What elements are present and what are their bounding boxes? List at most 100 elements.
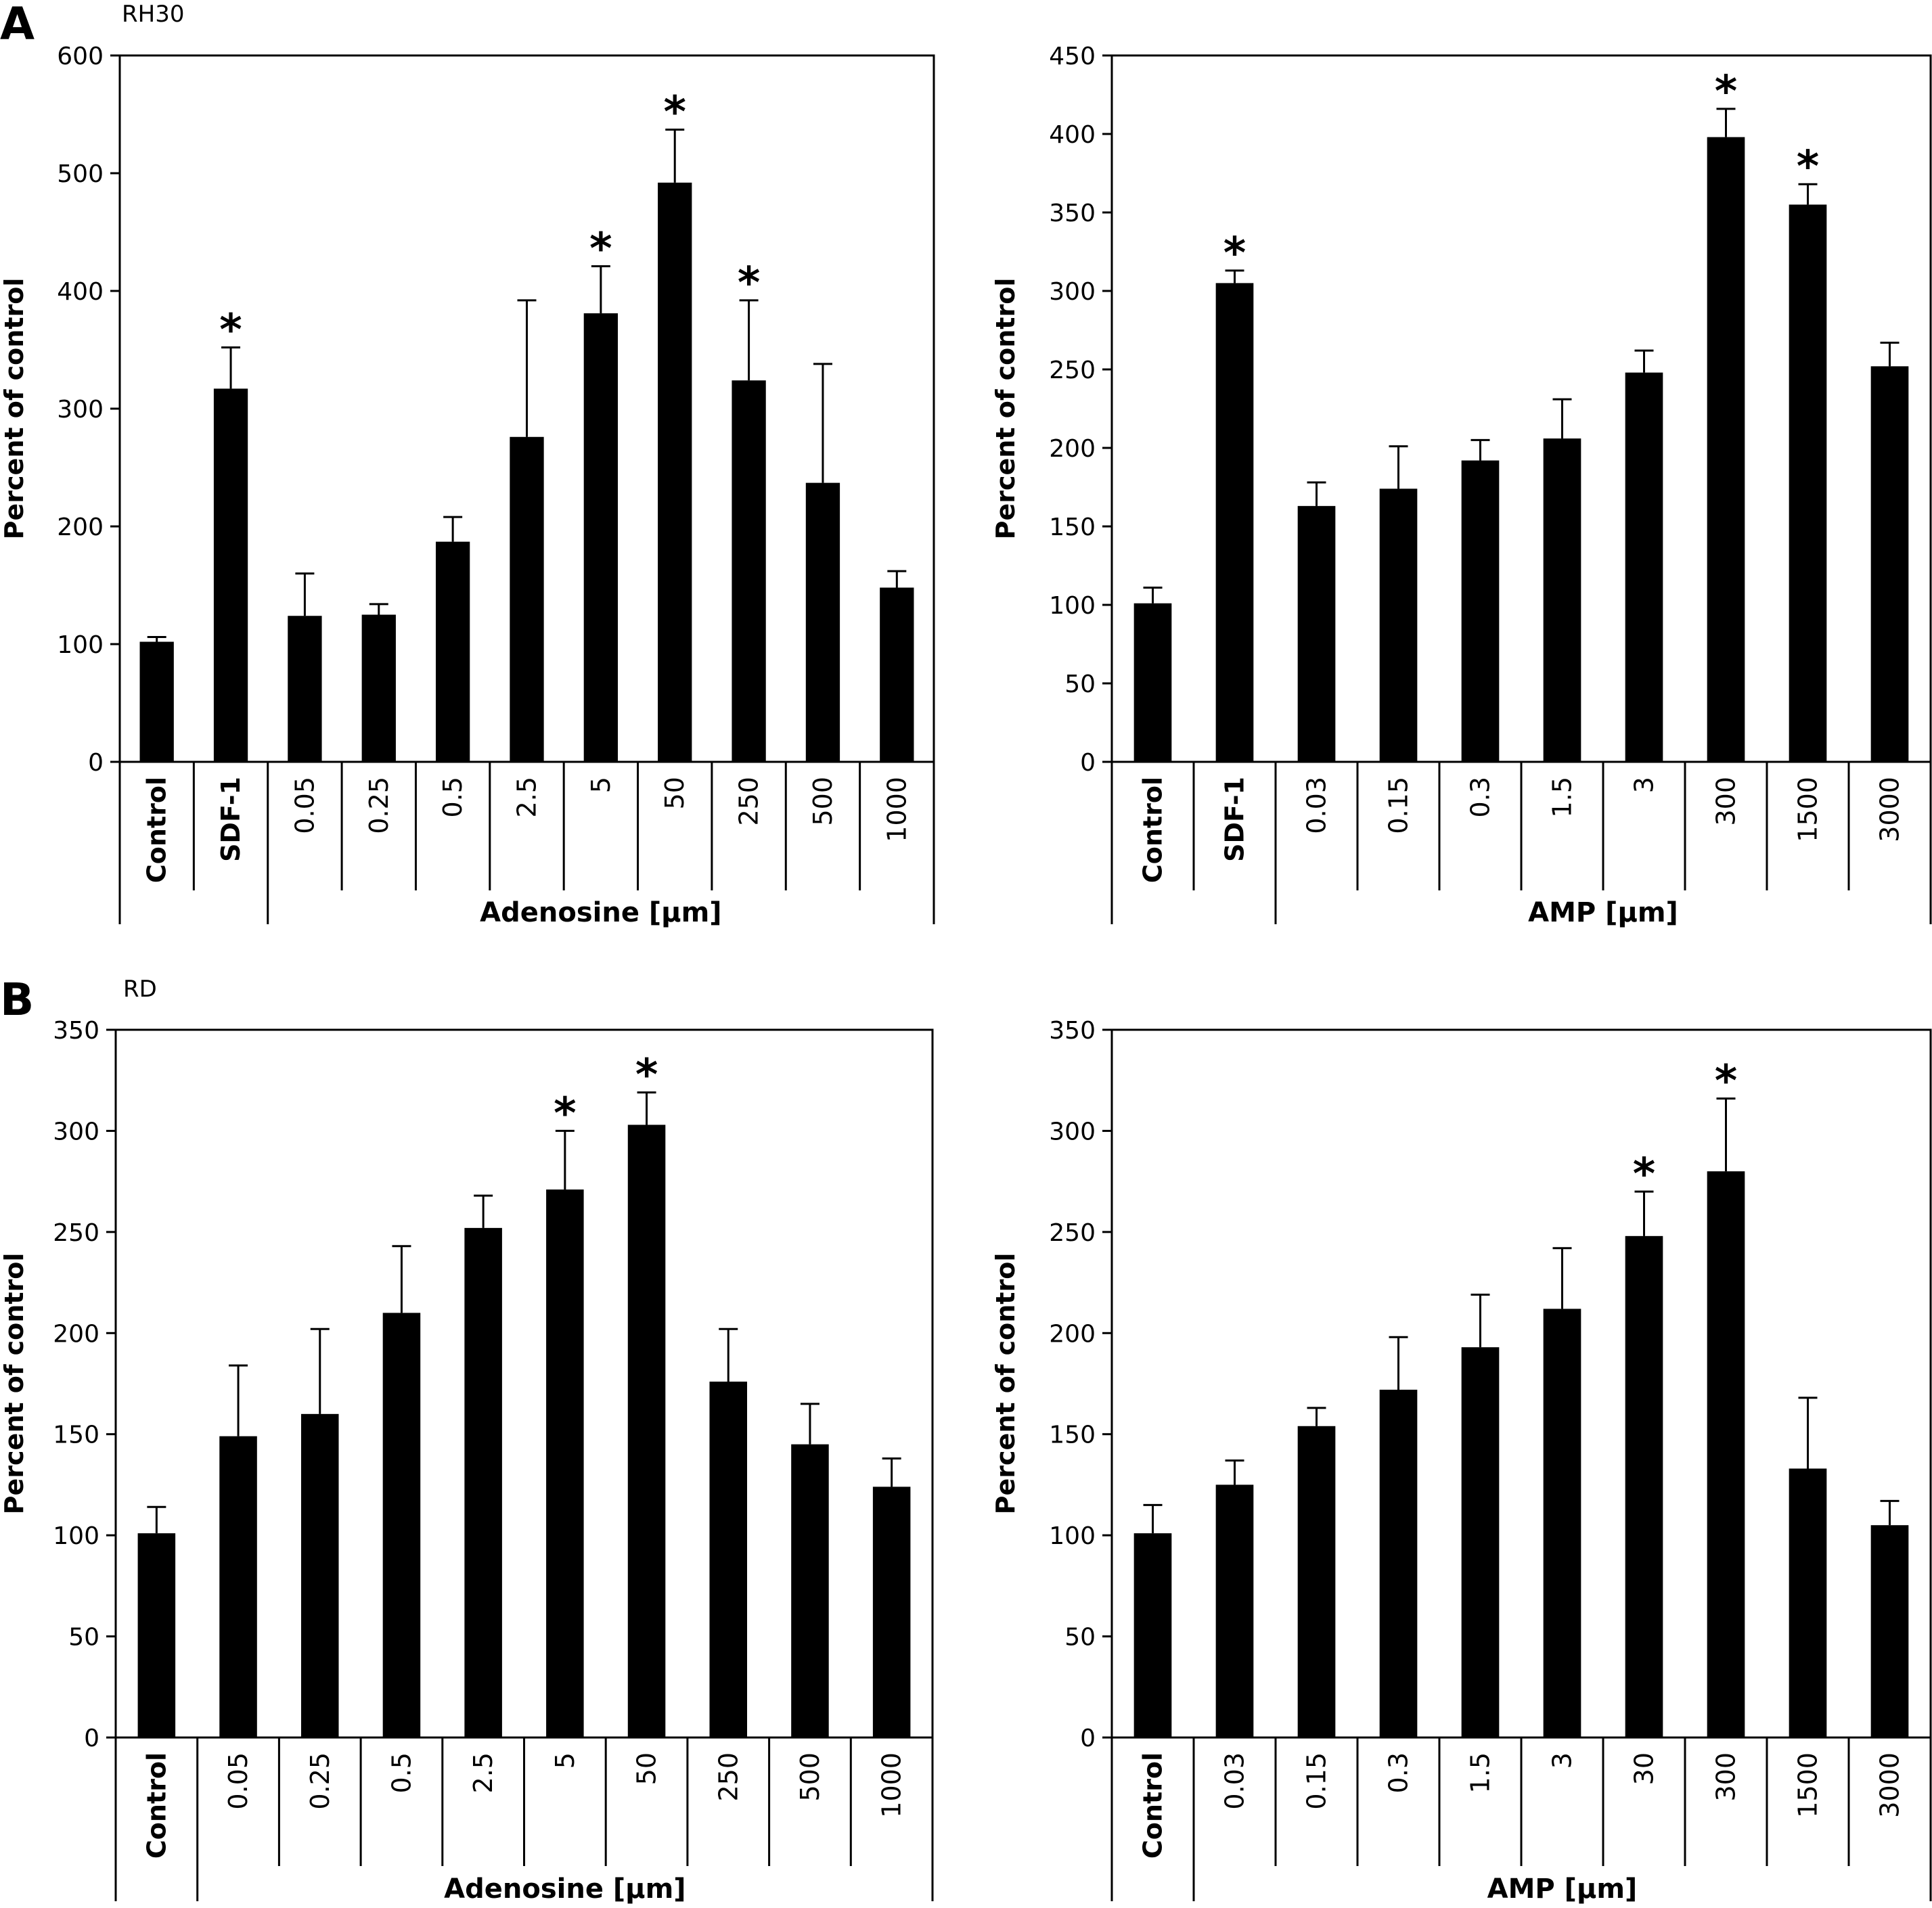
category-label: 300	[1711, 1752, 1741, 1802]
category-label: 5	[586, 777, 616, 793]
y-tick-label: 300	[1049, 278, 1096, 306]
y-tick-label: 100	[53, 1522, 99, 1550]
bar	[300, 1413, 339, 1737]
y-tick-label: 350	[1049, 1017, 1096, 1045]
significance-marker: *	[635, 1051, 658, 1101]
category-label: 2.5	[468, 1752, 498, 1793]
y-axis-label: Percent of control	[0, 1253, 29, 1515]
category-label: 5	[550, 1752, 580, 1769]
group-label: Adenosine [µm]	[480, 897, 721, 928]
category-label: 0.5	[438, 777, 468, 817]
sample-label-b: RD	[123, 976, 157, 1003]
bar	[1625, 372, 1663, 762]
bar	[627, 1125, 666, 1737]
bar	[1625, 1235, 1663, 1737]
bar	[1215, 283, 1254, 762]
y-tick-label: 250	[1049, 1219, 1096, 1247]
bar	[1133, 603, 1172, 762]
chart-rd-adenosine: 0 50 100 150 200 250 300 350 Percent of control C…	[0, 1017, 934, 1905]
category-label: 0.03	[1220, 1752, 1250, 1810]
y-tick-label: 100	[1049, 1522, 1096, 1550]
chart-rh30-amp: 0 50 100 150 200 250 300 350 400 450 Percent of co…	[991, 43, 1932, 928]
category-label: 0.5	[386, 1752, 416, 1793]
y-tick-label: 200	[57, 514, 104, 541]
y-axis-label: Percent of control	[991, 278, 1020, 540]
category-label: 3	[1548, 1752, 1577, 1769]
significance-marker: *	[1797, 142, 1819, 192]
y-tick-label: 300	[53, 1118, 99, 1145]
bar	[1461, 460, 1500, 762]
category-label: 1.5	[1548, 777, 1577, 817]
category-label: 0.05	[223, 1752, 253, 1810]
category-label: Control	[141, 1752, 171, 1859]
significance-marker: *	[738, 258, 760, 309]
significance-marker: *	[1633, 1150, 1655, 1200]
significance-marker: *	[219, 306, 242, 356]
category-label: 500	[795, 1752, 825, 1802]
bar	[791, 1444, 829, 1737]
bar	[880, 587, 914, 762]
category-label: Control	[142, 777, 172, 883]
y-tick-label: 0	[1080, 1725, 1096, 1752]
bar	[1461, 1347, 1500, 1737]
y-tick-label: 200	[53, 1320, 99, 1348]
y-tick-label: 50	[1064, 1624, 1096, 1652]
bar	[732, 380, 766, 762]
significance-marker: *	[663, 88, 686, 138]
y-tick-label: 600	[57, 43, 104, 70]
significance-marker: *	[1715, 67, 1737, 117]
category-label: 0.25	[364, 777, 394, 834]
category-label: SDF-1	[216, 777, 246, 862]
bar	[872, 1486, 911, 1737]
bar	[1379, 1389, 1418, 1737]
category-label: 1500	[1793, 777, 1823, 842]
chart-rh30-adenosine: 0 100 200 300 400 500 600 Percent of control Con…	[0, 43, 935, 928]
y-tick-label: 50	[68, 1624, 99, 1652]
bar	[1789, 204, 1827, 762]
y-tick-label: 0	[88, 749, 104, 777]
y-tick-label: 200	[1049, 1320, 1096, 1348]
y-tick-label: 300	[1049, 1118, 1096, 1145]
category-label: 1500	[1793, 1752, 1823, 1818]
significance-marker: *	[554, 1089, 576, 1139]
bar	[658, 182, 692, 762]
bar	[382, 1313, 421, 1737]
y-tick-label: 450	[1049, 43, 1096, 70]
significance-marker: *	[1715, 1057, 1737, 1107]
bar	[1543, 1309, 1581, 1737]
y-tick-label: 250	[1049, 357, 1096, 384]
category-label: 1.5	[1466, 1752, 1496, 1793]
y-tick-label: 400	[57, 278, 104, 306]
category-label: SDF-1	[1220, 777, 1250, 862]
bar	[139, 641, 174, 762]
significance-marker: *	[589, 224, 612, 274]
category-label: 250	[734, 777, 764, 826]
panel-label-b: B	[0, 974, 34, 1026]
bar	[510, 436, 544, 762]
category-label: Control	[1138, 1752, 1168, 1859]
category-label: 0.3	[1384, 1752, 1414, 1793]
category-label: 250	[713, 1752, 743, 1802]
category-label: 1000	[882, 777, 912, 842]
category-label: 0.03	[1302, 777, 1332, 834]
bar	[1789, 1468, 1827, 1737]
category-label: 300	[1711, 777, 1741, 826]
category-label: Control	[1138, 777, 1168, 883]
y-tick-label: 150	[1049, 514, 1096, 541]
bar	[288, 616, 322, 762]
sample-label-a: RH30	[122, 1, 184, 28]
y-tick-label: 50	[1064, 671, 1096, 698]
y-tick-label: 100	[1049, 592, 1096, 620]
category-label: 1000	[877, 1752, 907, 1818]
y-tick-label: 350	[1049, 200, 1096, 227]
y-tick-label: 0	[84, 1725, 99, 1752]
bar	[1379, 489, 1418, 762]
y-tick-label: 500	[57, 160, 104, 188]
category-label: 0.15	[1302, 1752, 1332, 1810]
y-tick-label: 200	[1049, 435, 1096, 463]
category-label: 0.05	[290, 777, 319, 834]
group-label: Adenosine [µm]	[444, 1873, 686, 1905]
category-label: 500	[808, 777, 838, 826]
category-label: 50	[632, 1752, 662, 1785]
